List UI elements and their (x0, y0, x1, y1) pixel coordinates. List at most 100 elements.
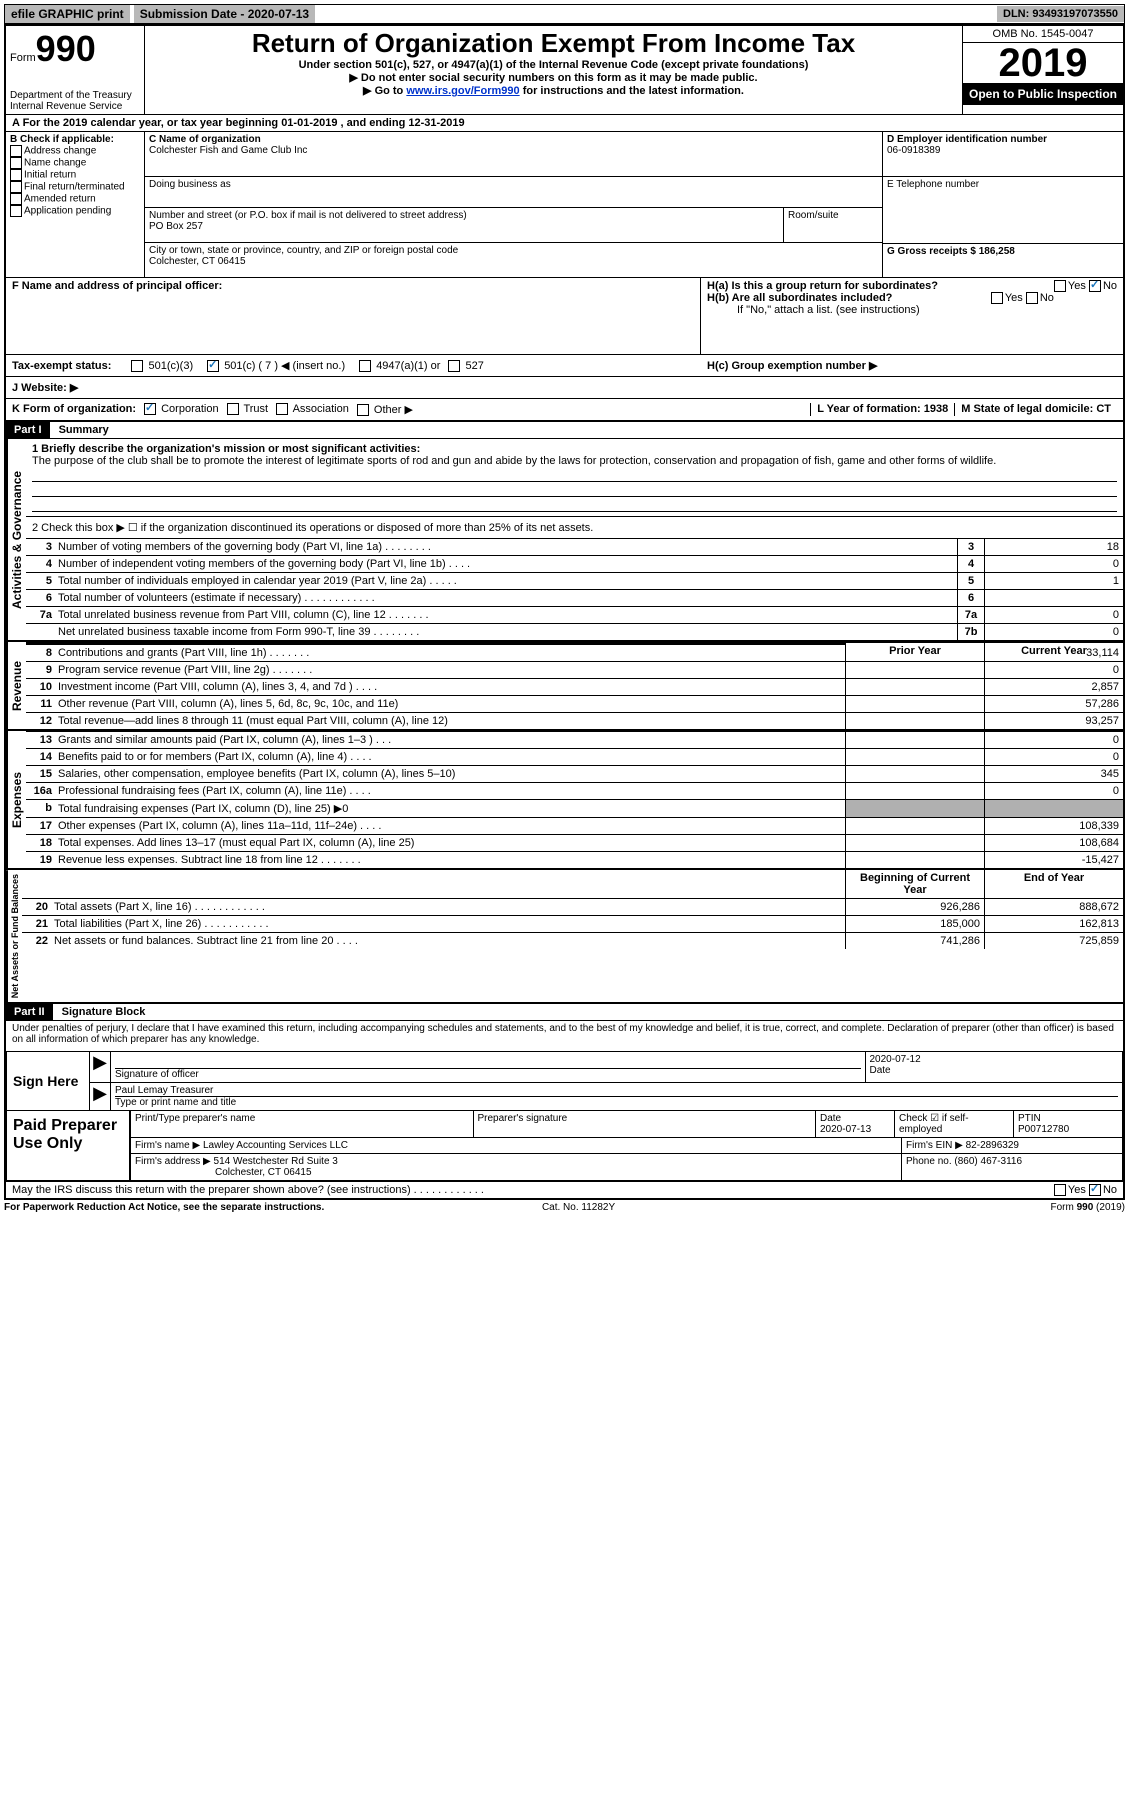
col-end: End of Year (984, 870, 1123, 898)
form-number: 990 (36, 28, 96, 69)
summary-line: 13Grants and similar amounts paid (Part … (26, 731, 1123, 748)
summary-line: 18Total expenses. Add lines 13–17 (must … (26, 834, 1123, 851)
sig-date-label: Date (870, 1065, 1119, 1076)
chk-name[interactable]: Name change (10, 157, 140, 169)
section-f-h: F Name and address of principal officer:… (6, 277, 1123, 354)
line-2: 2 Check this box ▶ ☐ if the organization… (26, 516, 1123, 538)
d-column: D Employer identification number 06-0918… (882, 132, 1123, 277)
efile-label[interactable]: efile GRAPHIC print (5, 5, 130, 23)
print-name-label: Print/Type preparer's name (130, 1111, 473, 1137)
subtitle-3: ▶ Go to www.irs.gov/Form990 for instruct… (151, 84, 956, 97)
addr-label: Number and street (or P.O. box if mail i… (149, 210, 779, 221)
officer-name-title: Paul Lemay Treasurer (115, 1085, 1118, 1097)
chk-address[interactable]: Address change (10, 145, 140, 157)
h-c: H(c) Group exemption number ▶ (707, 359, 1117, 372)
part-2-title: Signature Block (56, 1004, 152, 1020)
tax-year: 2019 (963, 43, 1123, 83)
tax-status-label: Tax-exempt status: (12, 360, 111, 372)
firm-addr2: Colchester, CT 06415 (135, 1167, 312, 1178)
ein-value: 06-0918389 (887, 145, 1119, 156)
vert-label-rev: Revenue (6, 642, 26, 729)
chk-initial[interactable]: Initial return (10, 169, 140, 181)
self-employed-check[interactable]: Check ☑ if self-employed (894, 1111, 1013, 1137)
chk-501c[interactable] (207, 360, 219, 372)
part-1-header: Part I Summary (6, 422, 1123, 439)
irs-label: Internal Revenue Service (10, 101, 140, 112)
declaration: Under penalties of perjury, I declare th… (6, 1021, 1123, 1047)
vert-label-exp: Expenses (6, 731, 26, 868)
sign-here-label: Sign Here (7, 1052, 90, 1110)
part-2-badge: Part II (6, 1004, 53, 1020)
part-1-badge: Part I (6, 422, 50, 438)
tax-status-row: Tax-exempt status: 501(c)(3) 501(c) ( 7 … (6, 354, 1123, 377)
dln-label: DLN: 93493197073550 (997, 6, 1124, 22)
summary-line: 5Total number of individuals employed in… (26, 572, 1123, 589)
prep-date: 2020-07-13 (820, 1124, 871, 1135)
h-b-note: If "No," attach a list. (see instruction… (707, 304, 1117, 316)
summary-line: 20Total assets (Part X, line 16) . . . .… (22, 898, 1123, 915)
summary-line: 22Net assets or fund balances. Subtract … (22, 932, 1123, 949)
part-2-header: Part II Signature Block (6, 1002, 1123, 1021)
activities-governance-section: Activities & Governance 1 Briefly descri… (6, 439, 1123, 640)
paperwork-notice: For Paperwork Reduction Act Notice, see … (4, 1202, 324, 1213)
ptin-value: P00712780 (1018, 1124, 1069, 1135)
section-b-d: B Check if applicable: Address change Na… (6, 132, 1123, 277)
net-assets-section: Net Assets or Fund Balances Beginning of… (6, 868, 1123, 1002)
part-1-title: Summary (53, 422, 115, 438)
arrow-icon: ▶ (90, 1083, 110, 1110)
chk-final[interactable]: Final return/terminated (10, 181, 140, 193)
summary-line: 21Total liabilities (Part X, line 26) . … (22, 915, 1123, 932)
cat-no: Cat. No. 11282Y (542, 1202, 615, 1213)
chk-amended[interactable]: Amended return (10, 193, 140, 205)
g-gross-receipts: G Gross receipts $ 186,258 (883, 244, 1123, 259)
org-name: Colchester Fish and Game Club Inc (149, 145, 878, 156)
mission-text: The purpose of the club shall be to prom… (32, 455, 1117, 467)
b-label: B Check if applicable: (10, 134, 140, 145)
top-bar: efile GRAPHIC print Submission Date - 20… (4, 4, 1125, 24)
title-col: Return of Organization Exempt From Incom… (145, 26, 962, 114)
form-footer: Form 990 (2019) (1050, 1202, 1124, 1213)
f-label: F Name and address of principal officer: (12, 280, 222, 292)
summary-line: bTotal fundraising expenses (Part IX, co… (26, 799, 1123, 817)
arrow-icon: ▶ (90, 1052, 110, 1082)
form-label: Form (10, 52, 36, 64)
subtitle-2: ▶ Do not enter social security numbers o… (151, 71, 956, 84)
row-a: A For the 2019 calendar year, or tax yea… (6, 115, 1123, 132)
summary-line: 15Salaries, other compensation, employee… (26, 765, 1123, 782)
chk-pending[interactable]: Application pending (10, 205, 140, 217)
chk-corp[interactable] (144, 403, 156, 415)
summary-line: 19Revenue less expenses. Subtract line 1… (26, 851, 1123, 868)
m-state: M State of legal domicile: CT (954, 403, 1117, 416)
col-begin: Beginning of Current Year (845, 870, 984, 898)
h-b: H(b) Are all subordinates included? Yes … (707, 292, 1117, 304)
summary-line: 4Number of independent voting members of… (26, 555, 1123, 572)
line-1: 1 Briefly describe the organization's mi… (26, 439, 1123, 516)
header-row: Form990 Department of the Treasury Inter… (6, 26, 1123, 115)
c-name-label: C Name of organization (149, 134, 878, 145)
paid-preparer-label: Paid Preparer Use Only (7, 1111, 130, 1180)
sign-here-block: Sign Here ▶ Signature of officer 2020-07… (6, 1051, 1123, 1111)
summary-line: 11Other revenue (Part VIII, column (A), … (26, 695, 1123, 712)
summary-line: 9Program service revenue (Part VIII, lin… (26, 661, 1123, 678)
summary-line: 12Total revenue—add lines 8 through 11 (… (26, 712, 1123, 729)
chk-discuss-no[interactable] (1089, 1184, 1101, 1196)
j-website: J Website: ▶ (6, 377, 1123, 399)
instructions-link[interactable]: www.irs.gov/Form990 (406, 85, 519, 97)
city-value: Colchester, CT 06415 (149, 256, 878, 267)
addr-value: PO Box 257 (149, 221, 779, 232)
firm-name: Lawley Accounting Services LLC (203, 1140, 348, 1151)
firm-addr1: 514 Westchester Rd Suite 3 (214, 1156, 338, 1167)
form-title: Return of Organization Exempt From Incom… (151, 28, 956, 59)
firm-ein: 82-2896329 (966, 1140, 1019, 1151)
subtitle-1: Under section 501(c), 527, or 4947(a)(1)… (151, 59, 956, 71)
l-year: L Year of formation: 1938 (810, 403, 954, 416)
may-discuss-row: May the IRS discuss this return with the… (6, 1181, 1123, 1198)
b-column: B Check if applicable: Address change Na… (6, 132, 145, 277)
summary-line: Net unrelated business taxable income fr… (26, 623, 1123, 640)
submission-date: Submission Date - 2020-07-13 (134, 5, 315, 23)
firm-phone: (860) 467-3116 (954, 1156, 1022, 1167)
city-label: City or town, state or province, country… (149, 245, 878, 256)
dba-label: Doing business as (149, 179, 878, 190)
summary-line: 6Total number of volunteers (estimate if… (26, 589, 1123, 606)
summary-line: 8Contributions and grants (Part VIII, li… (26, 644, 1123, 661)
